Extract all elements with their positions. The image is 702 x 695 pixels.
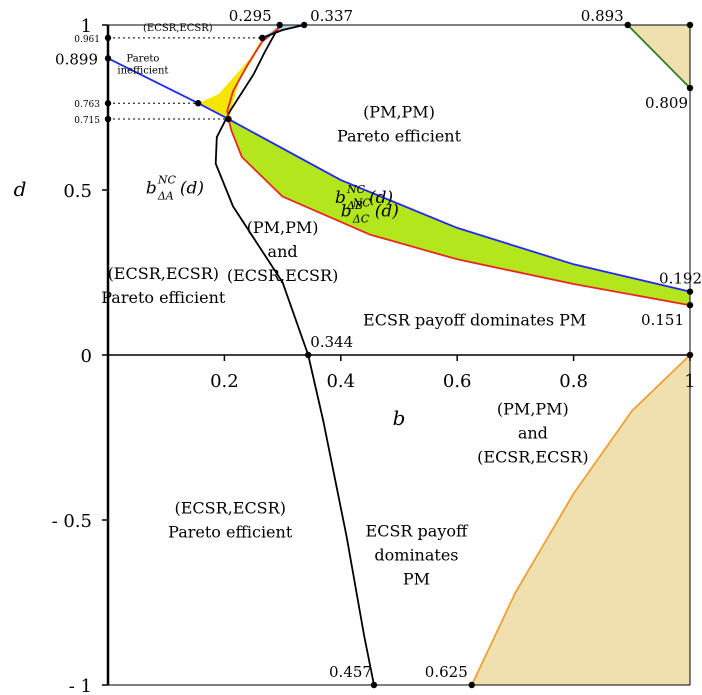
marked-point-5 bbox=[686, 288, 694, 295]
y-tick-label-2: 0 bbox=[81, 346, 92, 367]
y-tick-label-3: - 0.5 bbox=[52, 511, 92, 532]
y-tick-small-label-2: 0.715 bbox=[74, 116, 100, 126]
x-tick-label-0: 0.2 bbox=[210, 371, 239, 392]
marked-point-4 bbox=[104, 55, 112, 62]
annotation-8-line-0: Pareto bbox=[126, 53, 159, 64]
annotation-2-line-0: ECSR payoff dominates PM bbox=[363, 310, 586, 329]
marked-point-label-3: 0.809 bbox=[645, 94, 688, 112]
shaded-region-0 bbox=[198, 37, 263, 120]
shaded-region-1 bbox=[228, 119, 690, 306]
marked-points: 0.295 0.337 0.893 0.809 0.899 0.192 0.151 0.344… bbox=[55, 7, 702, 689]
annotation-1-line-0: (PM,PM) bbox=[247, 218, 319, 237]
marked-point-12 bbox=[225, 115, 232, 123]
curve-3 bbox=[226, 24, 284, 120]
curve-label-1-arg: (d) bbox=[369, 188, 393, 208]
curve-5 bbox=[627, 24, 691, 89]
annotation-5-line-1: dominates bbox=[374, 546, 458, 565]
annotation-6-line-1: Pareto efficient bbox=[168, 522, 293, 541]
curve-label-1-sup: NC bbox=[346, 183, 366, 196]
marked-point-label-4: 0.899 bbox=[55, 50, 98, 68]
y-tick-label-1: 0.5 bbox=[63, 181, 92, 202]
annotation-5-line-2: PM bbox=[403, 570, 430, 589]
annotation-4-line-0: (PM,PM) bbox=[497, 399, 569, 418]
annotation-3-line-0: (ECSR,ECSR) bbox=[108, 264, 219, 283]
x-tick-label-3: 0.8 bbox=[559, 371, 588, 392]
marked-point-3 bbox=[686, 84, 694, 92]
marked-point-17 bbox=[104, 115, 112, 123]
annotation-0-line-0: (PM,PM) bbox=[363, 102, 435, 121]
y-tick-label-4: - 1 bbox=[69, 676, 92, 695]
marked-point-label-8: 0.457 bbox=[329, 663, 372, 681]
annotation-1-line-2: (ECSR,ECSR) bbox=[227, 266, 338, 285]
marked-point-15 bbox=[104, 34, 112, 42]
x-tick-label-2: 0.6 bbox=[443, 371, 472, 392]
annotation-6-line-0: (ECSR,ECSR) bbox=[175, 498, 286, 517]
curve-6 bbox=[470, 354, 691, 686]
curve-label-2-arg: (d) bbox=[375, 201, 399, 221]
x-axis-label: b bbox=[393, 406, 406, 430]
annotation-0-line-1: Pareto efficient bbox=[337, 126, 462, 145]
dotted-guides bbox=[108, 37, 263, 120]
x-tick-label-1: 0.4 bbox=[326, 371, 355, 392]
curve-label-0-main: b bbox=[146, 178, 157, 198]
annotation-4-line-1: and bbox=[518, 423, 548, 442]
marked-point-2 bbox=[624, 21, 631, 29]
marked-point-7 bbox=[305, 351, 312, 359]
x-tick-label-4: 1 bbox=[684, 371, 695, 392]
y-tick-small-label-0: 0.961 bbox=[74, 35, 100, 45]
curve-label-0-sub: ΔA bbox=[157, 189, 174, 202]
annotation-8-line-1: inefficient bbox=[117, 65, 168, 76]
marked-point-8 bbox=[370, 681, 378, 689]
annotation-3-line-1: Pareto efficient bbox=[101, 288, 226, 307]
marked-point-0 bbox=[276, 21, 283, 29]
curve-2 bbox=[107, 57, 691, 293]
annotation-5-line-0: ECSR payoff bbox=[366, 522, 469, 541]
curve-label-2-main: b bbox=[341, 201, 352, 221]
marked-point-label-9: 0.625 bbox=[425, 663, 468, 681]
curve-0 bbox=[214, 24, 375, 686]
labels: (PM,PM) Pareto efficient (PM,PM) and (ECSR,E… bbox=[101, 23, 588, 589]
curve-label-2-sup: NC bbox=[352, 196, 372, 209]
marked-point-13 bbox=[686, 351, 694, 359]
annotation-1-line-1: and bbox=[268, 242, 298, 261]
marked-point-label-2: 0.893 bbox=[581, 7, 624, 25]
annotation-7-line-0: (ECSR,ECSR) bbox=[143, 23, 213, 34]
marked-point-10 bbox=[259, 34, 266, 42]
curve-1 bbox=[227, 118, 691, 307]
marked-point-9 bbox=[468, 681, 475, 689]
marked-point-14 bbox=[686, 21, 694, 29]
curve-label-1-main: b bbox=[335, 188, 346, 208]
curve-label-0-sup: NC bbox=[157, 173, 177, 186]
curve-label-0-arg: (d) bbox=[180, 178, 204, 198]
marked-point-label-1: 0.337 bbox=[310, 7, 353, 25]
curve-label-2-sub: ΔC bbox=[352, 212, 370, 225]
marked-point-6 bbox=[686, 301, 694, 309]
curve-4 bbox=[261, 24, 305, 39]
shaded-region-2 bbox=[262, 25, 305, 38]
marked-point-label-0: 0.295 bbox=[229, 7, 272, 25]
curve-label-1-sub: ΔB bbox=[346, 199, 363, 212]
y-axis-label: d bbox=[14, 177, 27, 201]
y-tick-label-0: 1 bbox=[81, 16, 92, 37]
axes: 0.2 0.4 0.6 0.8 1 1 0.5 0 - 0.5 - 1 0.961 0.763 0.71… bbox=[14, 16, 696, 695]
curve-label-0: b NC ΔA (d) bbox=[146, 173, 204, 202]
annotation-4-line-2: (ECSR,ECSR) bbox=[477, 447, 588, 466]
y-tick-small-label-1: 0.763 bbox=[74, 100, 100, 110]
curve-label-2: b NC ΔC (d) bbox=[341, 196, 399, 225]
marked-point-11 bbox=[195, 100, 202, 107]
marked-point-1 bbox=[300, 21, 308, 29]
marked-point-label-6: 0.151 bbox=[641, 311, 684, 329]
marked-point-label-5: 0.192 bbox=[659, 270, 702, 288]
marked-point-label-7: 0.344 bbox=[310, 333, 353, 351]
marked-point-16 bbox=[104, 100, 112, 107]
shaded-region-4 bbox=[471, 355, 690, 685]
